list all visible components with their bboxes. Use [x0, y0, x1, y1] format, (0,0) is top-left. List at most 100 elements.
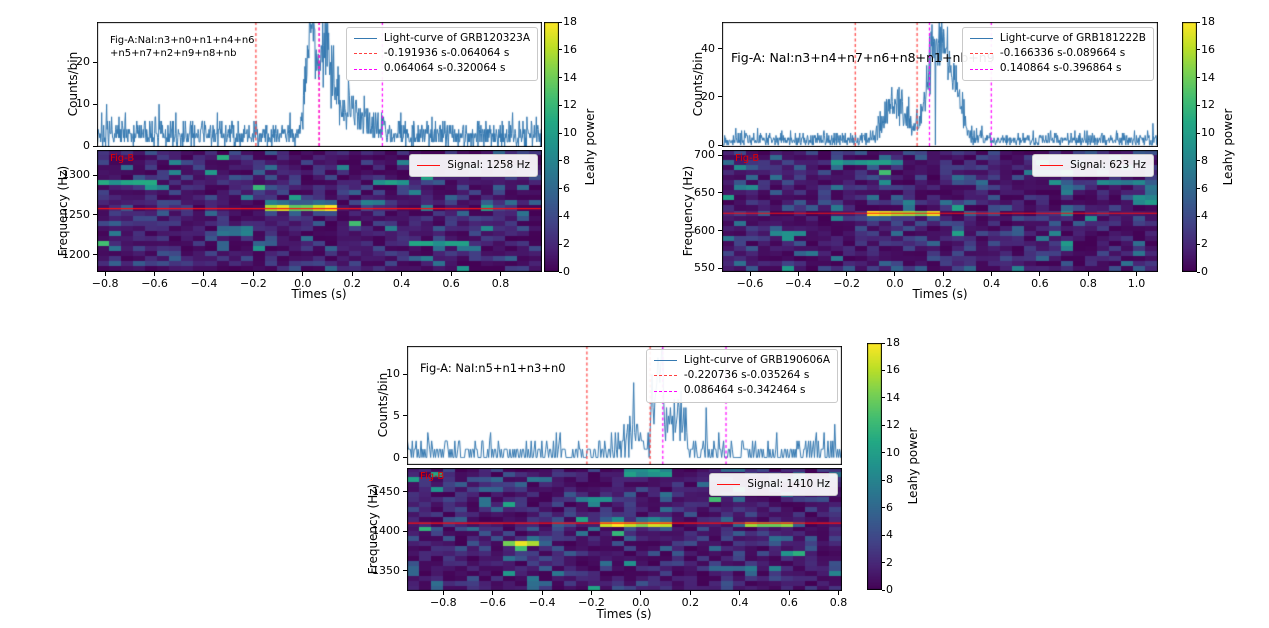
x-tick-mark — [351, 272, 353, 276]
colorbar-tick-label: 4 — [1201, 209, 1208, 223]
x-tick-mark — [492, 591, 494, 595]
legend-label: 0.086464 s-0.342464 s — [683, 384, 806, 397]
y-tick-label: 1350 — [372, 563, 400, 577]
y-tick-label: 1450 — [372, 484, 400, 498]
y-tick-label: 650 — [694, 185, 715, 199]
y-tick-label: 0 — [708, 138, 715, 152]
x-tick-label: 0.0 — [632, 596, 650, 609]
fig-a-label: Fig-A: NaI:n5+n1+n3+n0 — [420, 361, 566, 375]
y-tick-label: 10 — [386, 367, 400, 381]
colorbar-tick-label: 14 — [563, 70, 577, 84]
colorbar-tick-label: 16 — [563, 42, 577, 56]
legend-item: -0.166336 s-0.089664 s — [969, 46, 1146, 61]
legend-label: 0.140864 s-0.396864 s — [999, 62, 1122, 75]
colorbar-tick-mark — [559, 215, 562, 217]
legend-item: Light-curve of GRB120323A — [353, 31, 530, 46]
colorbar-tick-mark — [559, 188, 562, 190]
legend-item: Light-curve of GRB190606A — [653, 353, 830, 368]
colorbar-tick-label: 14 — [886, 390, 900, 404]
colorbar-grb181222b — [1182, 22, 1197, 272]
colorbar-tick-label: 2 — [1201, 237, 1208, 251]
x-tick-label: −0.2 — [578, 596, 605, 609]
y-tick-mark — [403, 373, 407, 375]
lightcurve-ylabel: Counts/bin — [691, 51, 705, 117]
colorbar-tick-label: 4 — [886, 528, 893, 542]
colorbar-tick-mark — [1197, 271, 1200, 273]
colorbar-tick-label: 18 — [563, 15, 577, 28]
colorbar-tick-label: 2 — [563, 237, 570, 251]
colorbar-tick-mark — [559, 132, 562, 134]
x-tick-mark — [689, 591, 691, 595]
y-tick-mark — [403, 530, 407, 532]
x-tick-mark — [252, 272, 254, 276]
x-tick-label: −0.6 — [141, 277, 168, 290]
y-tick-label: 40 — [701, 41, 715, 55]
colorbar-tick-label: 6 — [886, 500, 893, 514]
fig-a-label: Fig-A:NaI:n3+n0+n1+n4+n6 +n5+n7+n2+n9+n8… — [110, 35, 255, 59]
fig-b-label: Fig-B — [420, 471, 445, 482]
colorbar-tick-label: 14 — [1201, 70, 1215, 84]
x-tick-mark — [541, 591, 543, 595]
colorbar-tick-mark — [559, 243, 562, 245]
colorbar-tick-mark — [882, 397, 885, 399]
x-tick-label: 0.0 — [294, 277, 312, 290]
colorbar-tick-mark — [1197, 160, 1200, 162]
x-tick-mark — [450, 272, 452, 276]
signal-legend: Signal: 1258 Hz — [409, 154, 538, 178]
x-tick-label: −0.6 — [736, 277, 764, 290]
x-tick-label: −0.8 — [91, 277, 119, 290]
x-tick-label: 0.8 — [829, 596, 848, 609]
x-tick-label: 0.6 — [780, 596, 798, 609]
x-tick-mark — [104, 272, 106, 276]
blue-line-sample — [653, 360, 677, 362]
colorbar-tick-mark — [882, 507, 885, 509]
x-tick-label: 0.4 — [392, 277, 411, 290]
y-tick-mark — [403, 415, 407, 417]
colorbar-tick-label: 2 — [886, 555, 893, 569]
x-tick-mark — [942, 272, 944, 276]
red-line-sample — [417, 165, 441, 167]
y-tick-label: 20 — [701, 89, 715, 103]
legend-item: Signal: 1410 Hz — [717, 477, 830, 492]
colorbar-tick-label: 0 — [886, 583, 893, 596]
colorbar-tick-mark — [1197, 215, 1200, 217]
y-tick-label: 0 — [393, 450, 400, 464]
colorbar-label: Leahy power — [583, 108, 597, 186]
y-tick-label: 1200 — [62, 247, 90, 261]
y-tick-mark — [718, 192, 722, 194]
colorbar-tick-mark — [1197, 104, 1200, 106]
x-tick-mark — [788, 591, 790, 595]
magenta-dashed-sample — [969, 68, 993, 70]
colorbar-tick-label: 6 — [1201, 181, 1208, 195]
fig-b-label: Fig-B — [735, 153, 760, 164]
magenta-dashed-sample — [353, 68, 377, 70]
x-tick-label: −0.4 — [190, 277, 218, 290]
x-tick-label: 0.2 — [934, 277, 953, 290]
x-tick-mark — [838, 591, 840, 595]
legend-label: -0.166336 s-0.089664 s — [999, 47, 1126, 60]
y-tick-mark — [718, 144, 722, 146]
colorbar-tick-label: 16 — [886, 363, 900, 377]
y-tick-label: 1250 — [62, 207, 90, 221]
y-tick-label: 550 — [694, 261, 715, 275]
x-tick-label: −0.8 — [429, 596, 457, 609]
x-tick-label: 1.0 — [1127, 277, 1146, 290]
colorbar-tick-mark — [882, 369, 885, 371]
y-tick-label: 20 — [76, 55, 90, 69]
x-axis-label: Times (s) — [596, 607, 652, 621]
x-tick-mark — [1136, 272, 1137, 276]
y-tick-mark — [718, 48, 722, 50]
y-tick-mark — [718, 96, 722, 98]
legend-item: 0.064064 s-0.320064 s — [353, 61, 530, 76]
red-line-sample — [717, 484, 741, 486]
x-tick-label: 0.4 — [730, 596, 749, 609]
x-tick-mark — [894, 272, 896, 276]
x-axis-label: Times (s) — [912, 287, 968, 301]
colorbar-grb120323a — [544, 22, 559, 272]
colorbar-tick-label: 10 — [563, 126, 577, 140]
colorbar-tick-label: 4 — [563, 209, 570, 223]
colorbar-label: Leahy power — [906, 427, 920, 505]
colorbar-tick-mark — [1197, 188, 1200, 190]
colorbar-tick-mark — [559, 77, 562, 79]
colorbar-tick-label: 0 — [563, 265, 570, 278]
